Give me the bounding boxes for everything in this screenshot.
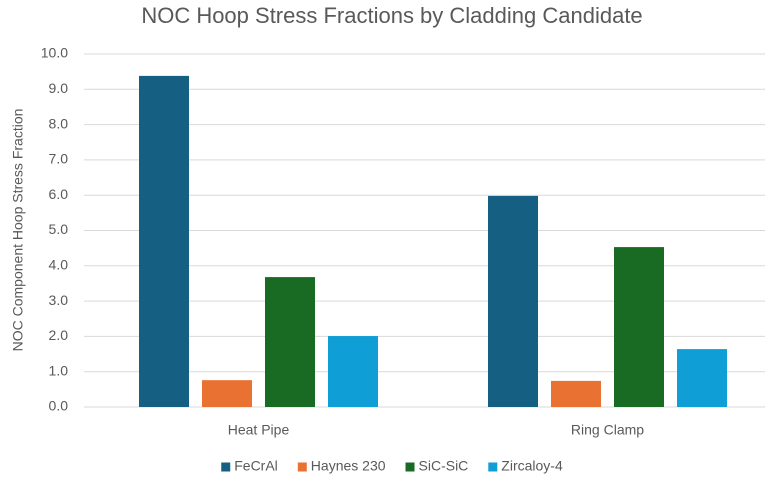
y-tick-label: 4.0 <box>49 257 69 273</box>
chart-title: NOC Hoop Stress Fractions by Cladding Ca… <box>141 3 642 28</box>
bar <box>551 380 601 407</box>
x-tick-label: Ring Clamp <box>571 422 644 438</box>
bar <box>614 247 664 407</box>
legend-label: FeCrAl <box>234 458 278 474</box>
bar <box>265 277 315 407</box>
bar <box>202 380 252 407</box>
y-tick-label: 9.0 <box>49 80 69 96</box>
y-tick-label: 7.0 <box>49 151 69 167</box>
legend-swatch <box>297 462 307 472</box>
y-tick-label: 0.0 <box>49 398 69 414</box>
legend-swatch <box>221 462 231 472</box>
y-tick-label: 6.0 <box>49 186 69 202</box>
y-tick-label: 2.0 <box>49 327 69 343</box>
y-tick-label: 3.0 <box>49 292 69 308</box>
legend-swatch <box>488 462 498 472</box>
y-axis-label: NOC Component Hoop Stress Fraction <box>10 109 26 352</box>
y-tick-label: 1.0 <box>49 362 69 378</box>
y-tick-label: 8.0 <box>49 115 69 131</box>
bar <box>328 336 378 407</box>
legend-label: Zircaloy-4 <box>501 458 563 474</box>
x-tick-label: Heat Pipe <box>228 422 290 438</box>
bar <box>139 75 189 408</box>
legend-label: Haynes 230 <box>311 458 386 474</box>
legend-swatch <box>405 462 415 472</box>
legend-label: SiC-SiC <box>419 458 469 474</box>
bar <box>677 349 727 407</box>
y-tick-label: 10.0 <box>41 45 68 61</box>
bar <box>488 195 538 407</box>
y-tick-label: 5.0 <box>49 221 69 237</box>
